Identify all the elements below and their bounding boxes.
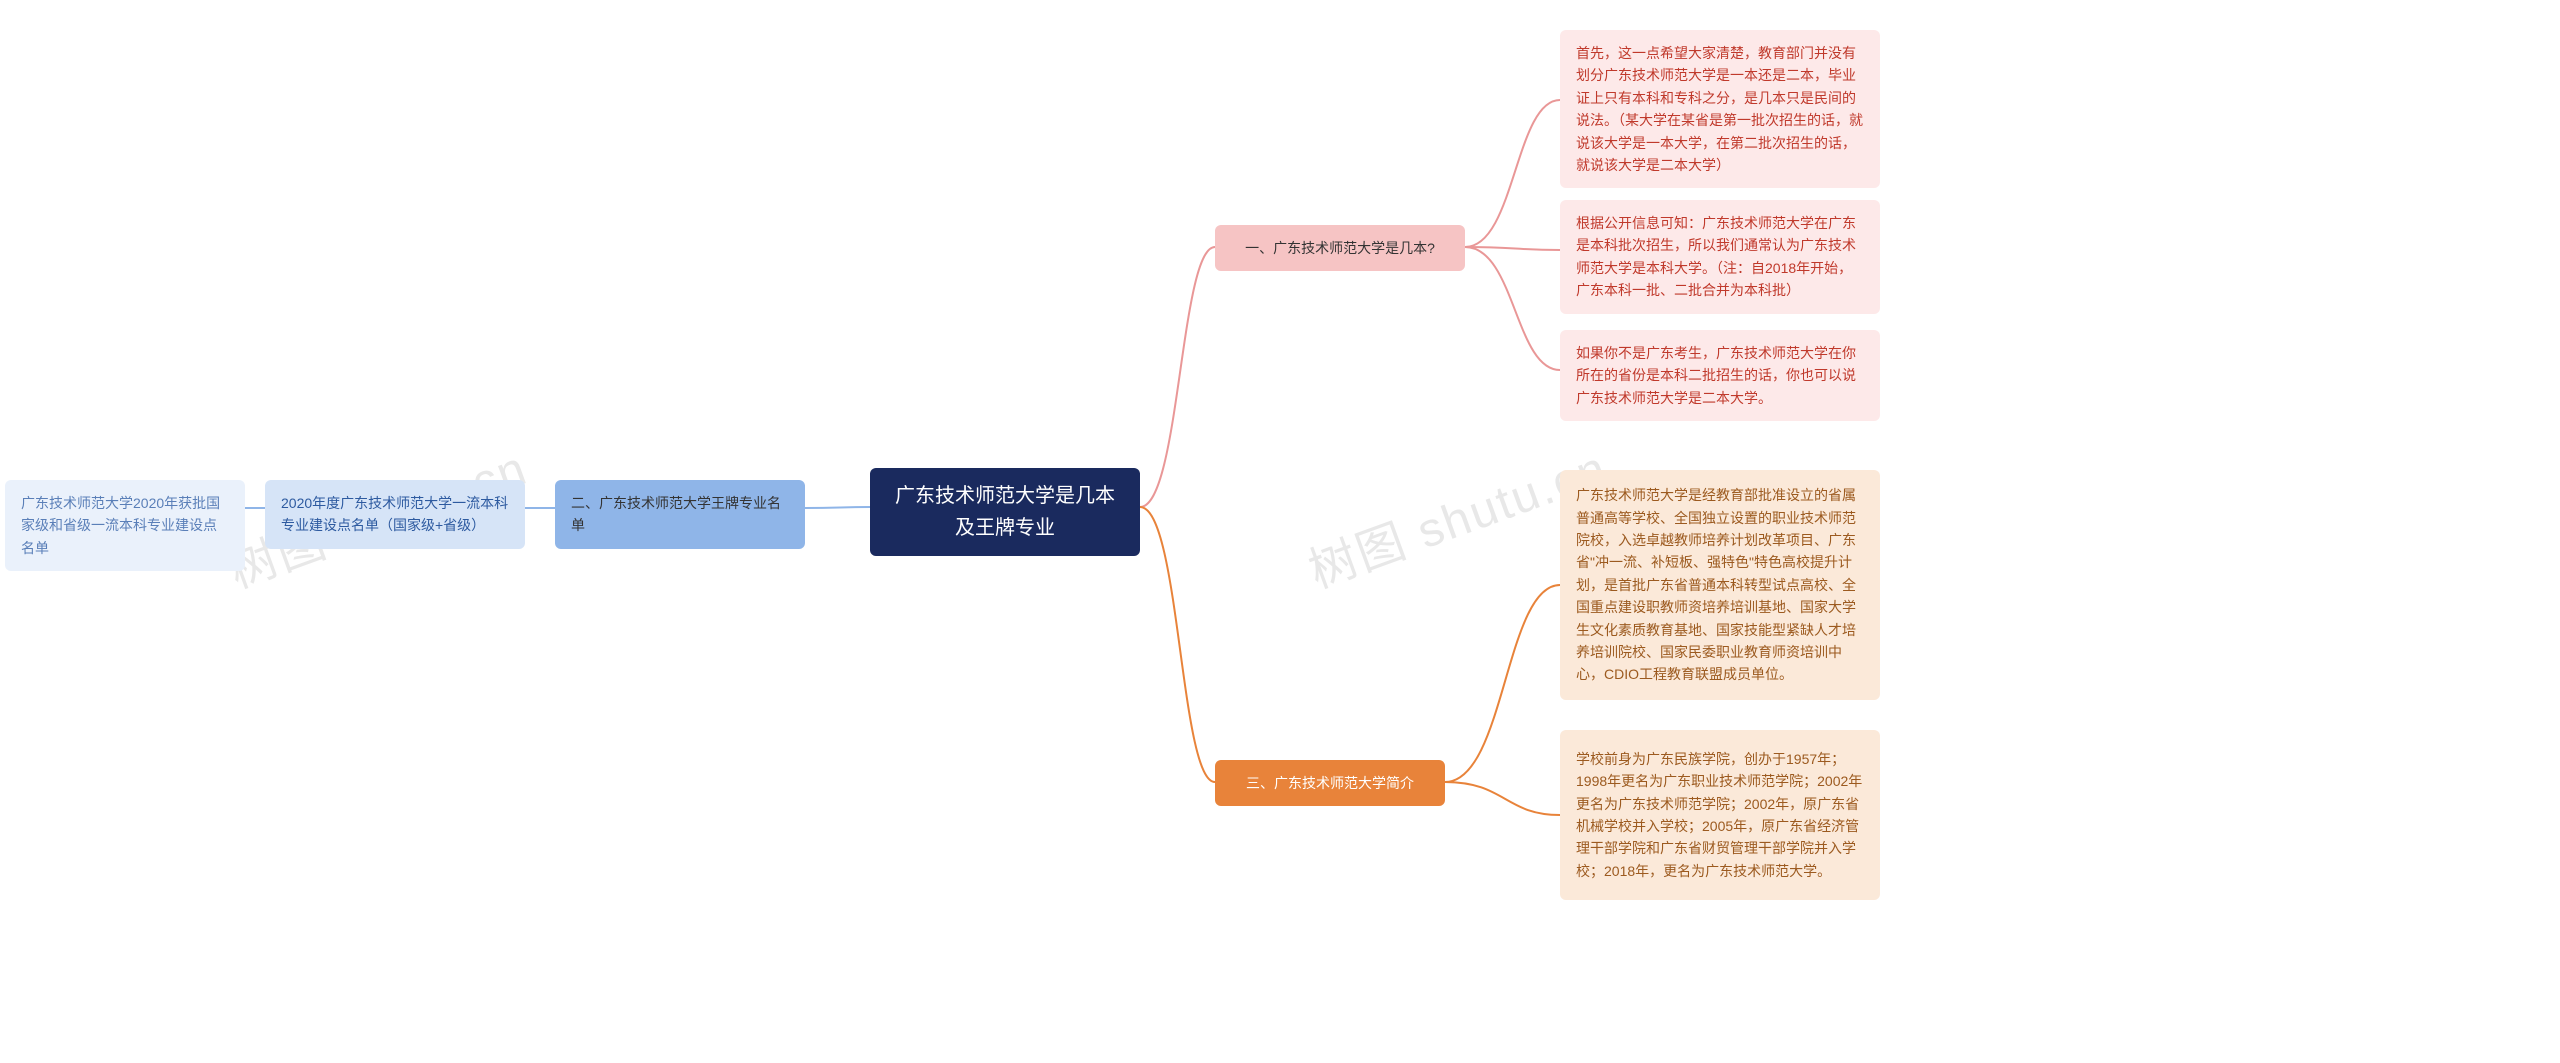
leaf-node[interactable]: 根据公开信息可知：广东技术师范大学在广东是本科批次招生，所以我们通常认为广东技术… — [1560, 200, 1880, 314]
leaf-node[interactable]: 广东技术师范大学2020年获批国家级和省级一流本科专业建设点名单 — [5, 480, 245, 571]
leaf-node[interactable]: 广东技术师范大学是经教育部批准设立的省属普通高等学校、全国独立设置的职业技术师范… — [1560, 470, 1880, 700]
leaf-node[interactable]: 学校前身为广东民族学院，创办于1957年；1998年更名为广东职业技术师范学院；… — [1560, 730, 1880, 900]
leaf-node[interactable]: 如果你不是广东考生，广东技术师范大学在你所在的省份是本科二批招生的话，你也可以说… — [1560, 330, 1880, 421]
branch-node-2[interactable]: 二、广东技术师范大学王牌专业名单 — [555, 480, 805, 549]
leaf-node[interactable]: 首先，这一点希望大家清楚，教育部门并没有划分广东技术师范大学是一本还是二本，毕业… — [1560, 30, 1880, 188]
branch-node-3[interactable]: 三、广东技术师范大学简介 — [1215, 760, 1445, 806]
root-node[interactable]: 广东技术师范大学是几本及王牌专业 — [870, 468, 1140, 556]
leaf-node[interactable]: 2020年度广东技术师范大学一流本科专业建设点名单（国家级+省级） — [265, 480, 525, 549]
branch-node-1[interactable]: 一、广东技术师范大学是几本? — [1215, 225, 1465, 271]
